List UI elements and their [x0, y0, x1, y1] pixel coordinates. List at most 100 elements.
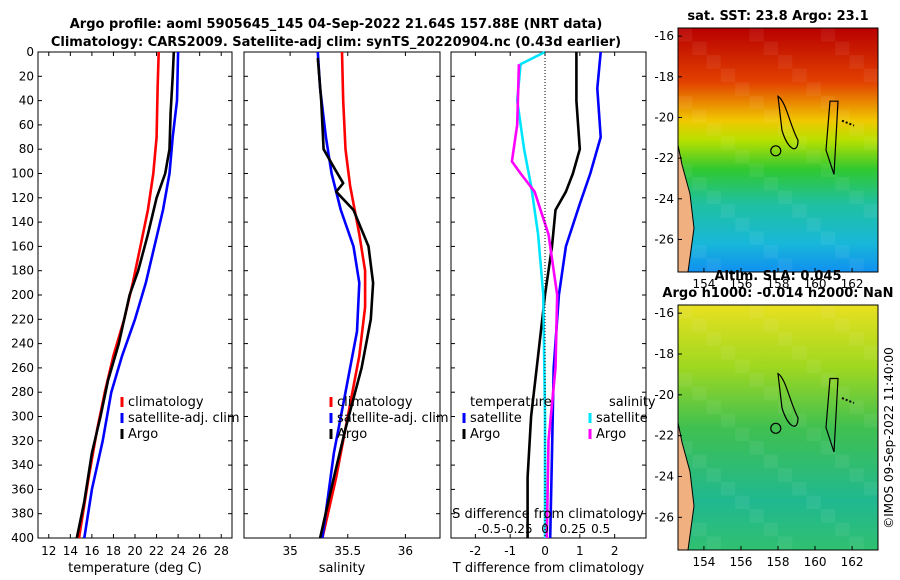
diff-legend-salinity-title: salinity — [609, 395, 656, 410]
sst-map-texture-cell — [749, 95, 764, 110]
depth-tick-label: 80 — [19, 142, 34, 156]
salinity-diff-tick-label: 0.5 — [591, 522, 610, 536]
depth-tick-label: 240 — [11, 337, 34, 351]
salinity-xlabel: salinity — [319, 561, 366, 576]
sst-map-texture-cell — [749, 231, 764, 245]
sla-map-island-outline — [825, 377, 839, 453]
sla-map-texture-cell — [706, 400, 721, 414]
sst-map-texture-cell — [706, 190, 721, 205]
sla-map-texture-cell — [792, 413, 807, 428]
sla-map-ytick-label: -20 — [654, 388, 674, 402]
temperature-xtick-label: 22 — [149, 544, 164, 558]
sla-map-texture-cell — [763, 386, 778, 401]
sla-map-ytick-label: -18 — [654, 347, 674, 361]
sla-map-texture-cell — [706, 536, 721, 550]
sst-map-xtick-label: 158 — [767, 277, 790, 291]
header-line-2: Climatology: CARS2009. Satellite-adj cli… — [51, 35, 621, 50]
sla-map-texture-cell — [678, 373, 693, 387]
sla-map-texture-cell — [820, 509, 836, 523]
depth-tick-label: 260 — [11, 361, 34, 375]
depth-tick-label: 100 — [11, 167, 34, 181]
sst-map-texture-cell — [835, 41, 850, 56]
sst-map-texture-cell — [692, 109, 707, 123]
sla-map-ytick-label: -26 — [654, 510, 674, 524]
salinity-series-satellite-adj-clim — [316, 51, 361, 539]
sst-map-texture-cell — [863, 204, 878, 218]
sla-map-texture-cell — [720, 481, 736, 496]
sla-map-texture-cell — [678, 305, 693, 319]
sst-map-texture-cell — [692, 244, 707, 259]
depth-tick-label: 20 — [19, 69, 34, 83]
temperature-series-argo — [75, 51, 176, 539]
temperature-xtick-label: 14 — [63, 544, 78, 558]
imos-credit-label: ©IMOS 09-Sep-2022 11:40:00 — [882, 347, 896, 529]
sst-map-texture-cell — [763, 244, 778, 259]
sst-map-texture-cell — [735, 150, 750, 164]
sla-map-texture-cell — [778, 332, 793, 346]
sst-map-texture-cell — [778, 55, 793, 69]
sla-map-title-2: Argo h1000: -0.014 h2000: NaN — [662, 286, 893, 301]
salinity-xtick-label: 35 — [282, 544, 297, 558]
sla-map-texture-cell — [735, 495, 750, 510]
sla-map-ytick-label: -24 — [654, 470, 674, 484]
salinity-diff-tick-label: 0 — [541, 522, 549, 536]
sst-map-texture-cell — [792, 204, 807, 218]
sst-map-reef-outline — [777, 95, 799, 150]
depth-tick-label: 120 — [11, 191, 34, 205]
depth-tick-label: 40 — [19, 94, 34, 108]
temperature-legend-label: Argo — [128, 427, 158, 442]
sst-map-texture-cell — [849, 55, 864, 69]
sla-map-reef-outline — [777, 372, 799, 427]
sst-map-texture-cell — [820, 231, 836, 245]
sla-map-texture-cell — [735, 359, 750, 374]
sla-map-texture-cell — [863, 413, 878, 428]
sla-map-texture-cell — [820, 305, 836, 319]
sst-map-texture-cell — [720, 68, 736, 83]
sla-map-texture-cell — [778, 536, 793, 550]
sst-map-texture-cell — [763, 109, 778, 123]
sst-map-texture-cell — [792, 136, 807, 150]
sla-map-texture-cell — [778, 468, 793, 482]
sst-map-texture-cell — [806, 150, 821, 164]
difference-series-temperature-satellite — [548, 51, 602, 539]
sla-map-texture-cell — [720, 345, 736, 360]
sla-map-texture-cell — [692, 386, 707, 401]
depth-tick-label: 200 — [11, 288, 34, 302]
salinity-panel: 35 35.5 36 salinity climatologysatellite-adj… — [243, 51, 449, 576]
sla-map-texture-cell — [835, 318, 850, 333]
sst-map-panel: sat. SST: 23.8 Argo: 23.1 154 156 158 160 162… — [654, 9, 879, 291]
sla-map-texture-cell — [749, 373, 764, 387]
temperature-xtick-label: 28 — [214, 544, 229, 558]
sla-map-texture-cell — [806, 427, 821, 442]
sst-map-texture-cell — [678, 95, 693, 110]
sst-map-ytick-label: -22 — [654, 151, 674, 165]
sla-map-texture-cell — [706, 468, 721, 482]
salinity-diff-tick-label: -0.25 — [502, 522, 533, 536]
temperature-series-satellite-adj-clim — [83, 51, 180, 539]
sst-map-ytick-label: -16 — [654, 29, 674, 43]
depth-tick-label: 380 — [11, 507, 34, 521]
sla-map-texture-cell — [849, 536, 864, 550]
sst-map-texture-cell — [706, 122, 721, 137]
difference-xtick-label: -2 — [469, 544, 481, 558]
sst-map-texture-cell — [849, 190, 864, 205]
sst-map-texture-cell — [820, 28, 836, 42]
sst-map-texture-cell — [835, 244, 850, 259]
sst-map-xtick-label: 160 — [804, 277, 827, 291]
sst-map-field — [678, 28, 878, 272]
sst-map-texture-cell — [692, 177, 707, 191]
diff-legend-label: Argo — [596, 427, 626, 442]
difference-series-salinity-argo — [510, 64, 559, 539]
sst-map-texture-cell — [720, 136, 736, 150]
salinity-xtick-label: 35.5 — [334, 544, 361, 558]
temperature-xtick-label: 26 — [192, 544, 207, 558]
sla-map-title-1: Altim. SLA: 0.045 — [715, 269, 842, 284]
temperature-xtick-label: 12 — [41, 544, 56, 558]
sla-map-xtick-label: 162 — [841, 555, 864, 569]
sla-map-texture-cell — [835, 454, 850, 469]
salinity-diff-axis-label: S difference from climatology — [452, 507, 644, 522]
salinity-xtick-label: 36 — [398, 544, 413, 558]
sst-map-texture-cell — [778, 190, 793, 205]
sla-map-xtick-label: 158 — [767, 555, 790, 569]
depth-tick-label: 400 — [11, 531, 34, 545]
